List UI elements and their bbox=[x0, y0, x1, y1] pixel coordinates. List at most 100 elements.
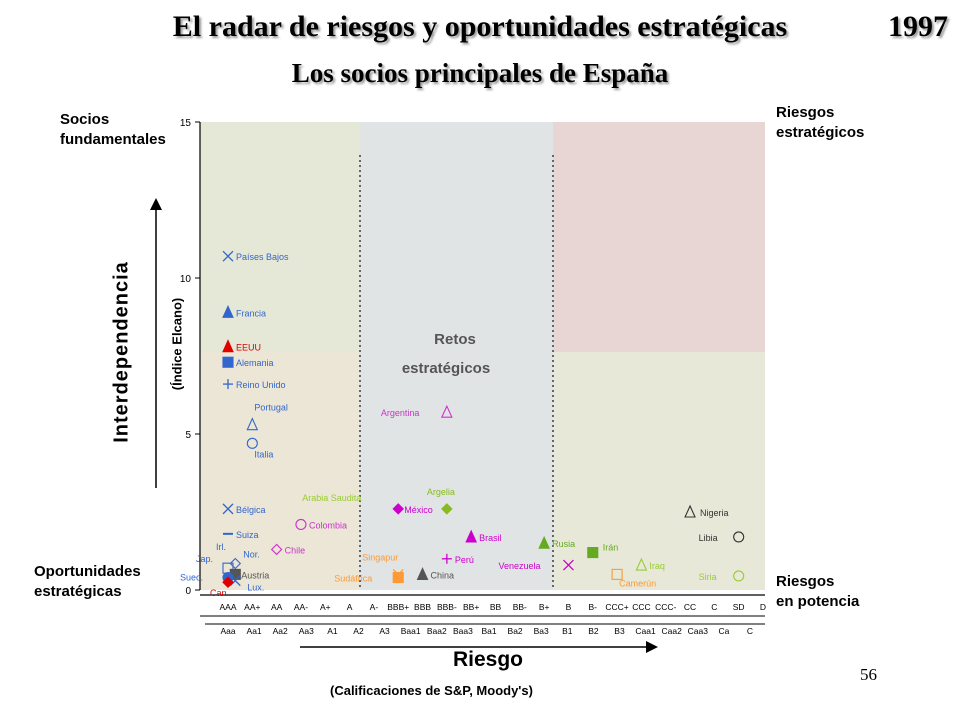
x-tick-label-sp: CC bbox=[684, 602, 696, 612]
x-tick-label-moodys: Caa1 bbox=[635, 626, 656, 636]
camerun-label: Camerún bbox=[619, 578, 656, 588]
x-tick-label-moodys: A2 bbox=[353, 626, 364, 636]
paises-bajos-marker bbox=[222, 250, 234, 262]
austria-label: Austria bbox=[241, 570, 269, 580]
siria-marker bbox=[733, 570, 745, 582]
x-tick-label-sp: A bbox=[347, 602, 353, 612]
portugal-label: Portugal bbox=[254, 403, 288, 413]
x-tick-label-sp: BB+ bbox=[463, 602, 479, 612]
page-number: 56 bbox=[860, 665, 877, 684]
rusia-label: Rusia bbox=[552, 539, 575, 549]
y-tick-label: 5 bbox=[185, 430, 191, 441]
argelia-marker bbox=[441, 503, 453, 515]
colombia-label: Colombia bbox=[309, 520, 347, 530]
can-marker bbox=[222, 576, 234, 588]
reino-unido-label: Reino Unido bbox=[236, 380, 286, 390]
chart-subtitle: Los socios principales de España bbox=[291, 58, 669, 88]
x-tick-label-moodys: B1 bbox=[562, 626, 573, 636]
x-tick-label-moodys: Ba1 bbox=[481, 626, 496, 636]
iraq-label: Iraq bbox=[649, 561, 665, 571]
x-tick-label-sp: CCC- bbox=[655, 602, 676, 612]
quadrant-center bbox=[360, 122, 553, 590]
x-tick-label-sp: CCC+ bbox=[605, 602, 628, 612]
sudafrica-marker bbox=[392, 571, 404, 584]
x-tick-label-moodys: Baa1 bbox=[401, 626, 421, 636]
singapur-label: Singapur bbox=[362, 552, 398, 562]
irl-label: Irl. bbox=[216, 542, 226, 552]
x-tick-label-moodys: Ba2 bbox=[508, 626, 523, 636]
suiza-label: Suiza bbox=[236, 530, 259, 540]
venezuela-marker bbox=[562, 559, 574, 571]
italia-marker bbox=[246, 437, 258, 449]
rusia-marker bbox=[538, 535, 550, 549]
peru-label: Perú bbox=[455, 555, 474, 565]
x-tick-label-sp: BBB+ bbox=[387, 602, 409, 612]
jap-label: Jap. bbox=[196, 554, 213, 564]
chart-title: El radar de riesgos y oportunidades estr… bbox=[172, 10, 788, 43]
eeuu-label: EEUU bbox=[236, 343, 261, 353]
chart-year: 1997 bbox=[888, 10, 948, 43]
quadrant-label-top-right: Riesgos estratégicos bbox=[776, 103, 864, 143]
siria-label: Siria bbox=[699, 572, 717, 582]
x-tick-label-sp: CCC bbox=[632, 602, 650, 612]
libia-label: Libia bbox=[699, 533, 718, 543]
y-tick-label: 15 bbox=[180, 118, 192, 129]
argelia-label: Argelia bbox=[427, 487, 455, 497]
francia-label: Francia bbox=[236, 308, 266, 318]
belgica-label: Bélgica bbox=[236, 505, 266, 515]
x-tick-label-sp: A+ bbox=[320, 602, 331, 612]
x-tick-label-moodys: B3 bbox=[614, 626, 625, 636]
x-tick-label-sp: BBB bbox=[414, 602, 431, 612]
x-tick-label-sp: A- bbox=[370, 602, 379, 612]
nor-label: Nor. bbox=[243, 549, 260, 559]
x-tick-label-moodys: Aa2 bbox=[273, 626, 288, 636]
camerun-marker bbox=[611, 568, 623, 580]
quadrant-label-top-right-text: Riesgos estratégicos bbox=[776, 104, 865, 141]
argentina-marker bbox=[441, 404, 453, 418]
x-tick-label-moodys: Aa1 bbox=[247, 626, 262, 636]
chile-marker bbox=[270, 543, 283, 556]
x-tick-label-sp: SD bbox=[733, 602, 745, 612]
suec-label: Suec. bbox=[180, 573, 203, 583]
iraq-marker bbox=[635, 557, 648, 571]
reino-unido-marker bbox=[223, 379, 233, 390]
x-tick-label-moodys: Ca bbox=[718, 626, 729, 636]
mexico-marker bbox=[392, 503, 405, 515]
alemania-marker bbox=[222, 356, 234, 368]
x-axis-sublabel: (Calificaciones de S&P, Moody's) bbox=[330, 683, 533, 698]
china-label: China bbox=[431, 570, 455, 580]
x-tick-label-moodys: Aaa bbox=[220, 626, 235, 636]
x-tick-label-moodys: Caa3 bbox=[688, 626, 709, 636]
chile-label: Chile bbox=[285, 545, 306, 555]
x-tick-label-sp: B- bbox=[589, 602, 598, 612]
center-label-line1: Retos bbox=[434, 331, 476, 348]
x-tick-label-sp: BBB- bbox=[437, 602, 457, 612]
x-tick-label-sp: B bbox=[566, 602, 572, 612]
x-tick-label-moodys: C bbox=[747, 626, 753, 636]
x-tick-label-sp: AA- bbox=[294, 602, 308, 612]
quadrant-label-top-left-text: Socios fundamentales bbox=[60, 111, 166, 148]
x-tick-label-moodys: A3 bbox=[379, 626, 390, 636]
arabia-saudita-label: Arabia Saudita bbox=[302, 493, 361, 503]
x-tick-label-moodys: Aa3 bbox=[299, 626, 314, 636]
quadrant-label-bottom-right-text: Riesgos en potencia bbox=[776, 573, 860, 610]
argentina-label: Argentina bbox=[381, 408, 420, 418]
x-tick-label-sp: AA+ bbox=[244, 602, 260, 612]
x-tick-label-moodys: A1 bbox=[327, 626, 338, 636]
iran-marker bbox=[587, 547, 599, 559]
x-tick-label-moodys: Ba3 bbox=[534, 626, 549, 636]
quadrant-label-top-left: Socios fundamentales bbox=[60, 110, 166, 150]
portugal-marker bbox=[246, 417, 259, 431]
y-tick-label: 10 bbox=[180, 274, 192, 285]
china-marker bbox=[416, 567, 429, 580]
x-tick-label-sp: BB bbox=[490, 602, 502, 612]
venezuela-label: Venezuela bbox=[498, 561, 540, 571]
quadrant-top-right bbox=[553, 122, 765, 352]
brasil-label: Brasil bbox=[479, 533, 502, 543]
x-tick-label-sp: D bbox=[760, 602, 766, 612]
italia-label: Italia bbox=[254, 449, 273, 459]
nor-marker bbox=[229, 557, 242, 570]
x-tick-label-sp: C bbox=[711, 602, 717, 612]
mexico-label: México bbox=[404, 505, 433, 515]
